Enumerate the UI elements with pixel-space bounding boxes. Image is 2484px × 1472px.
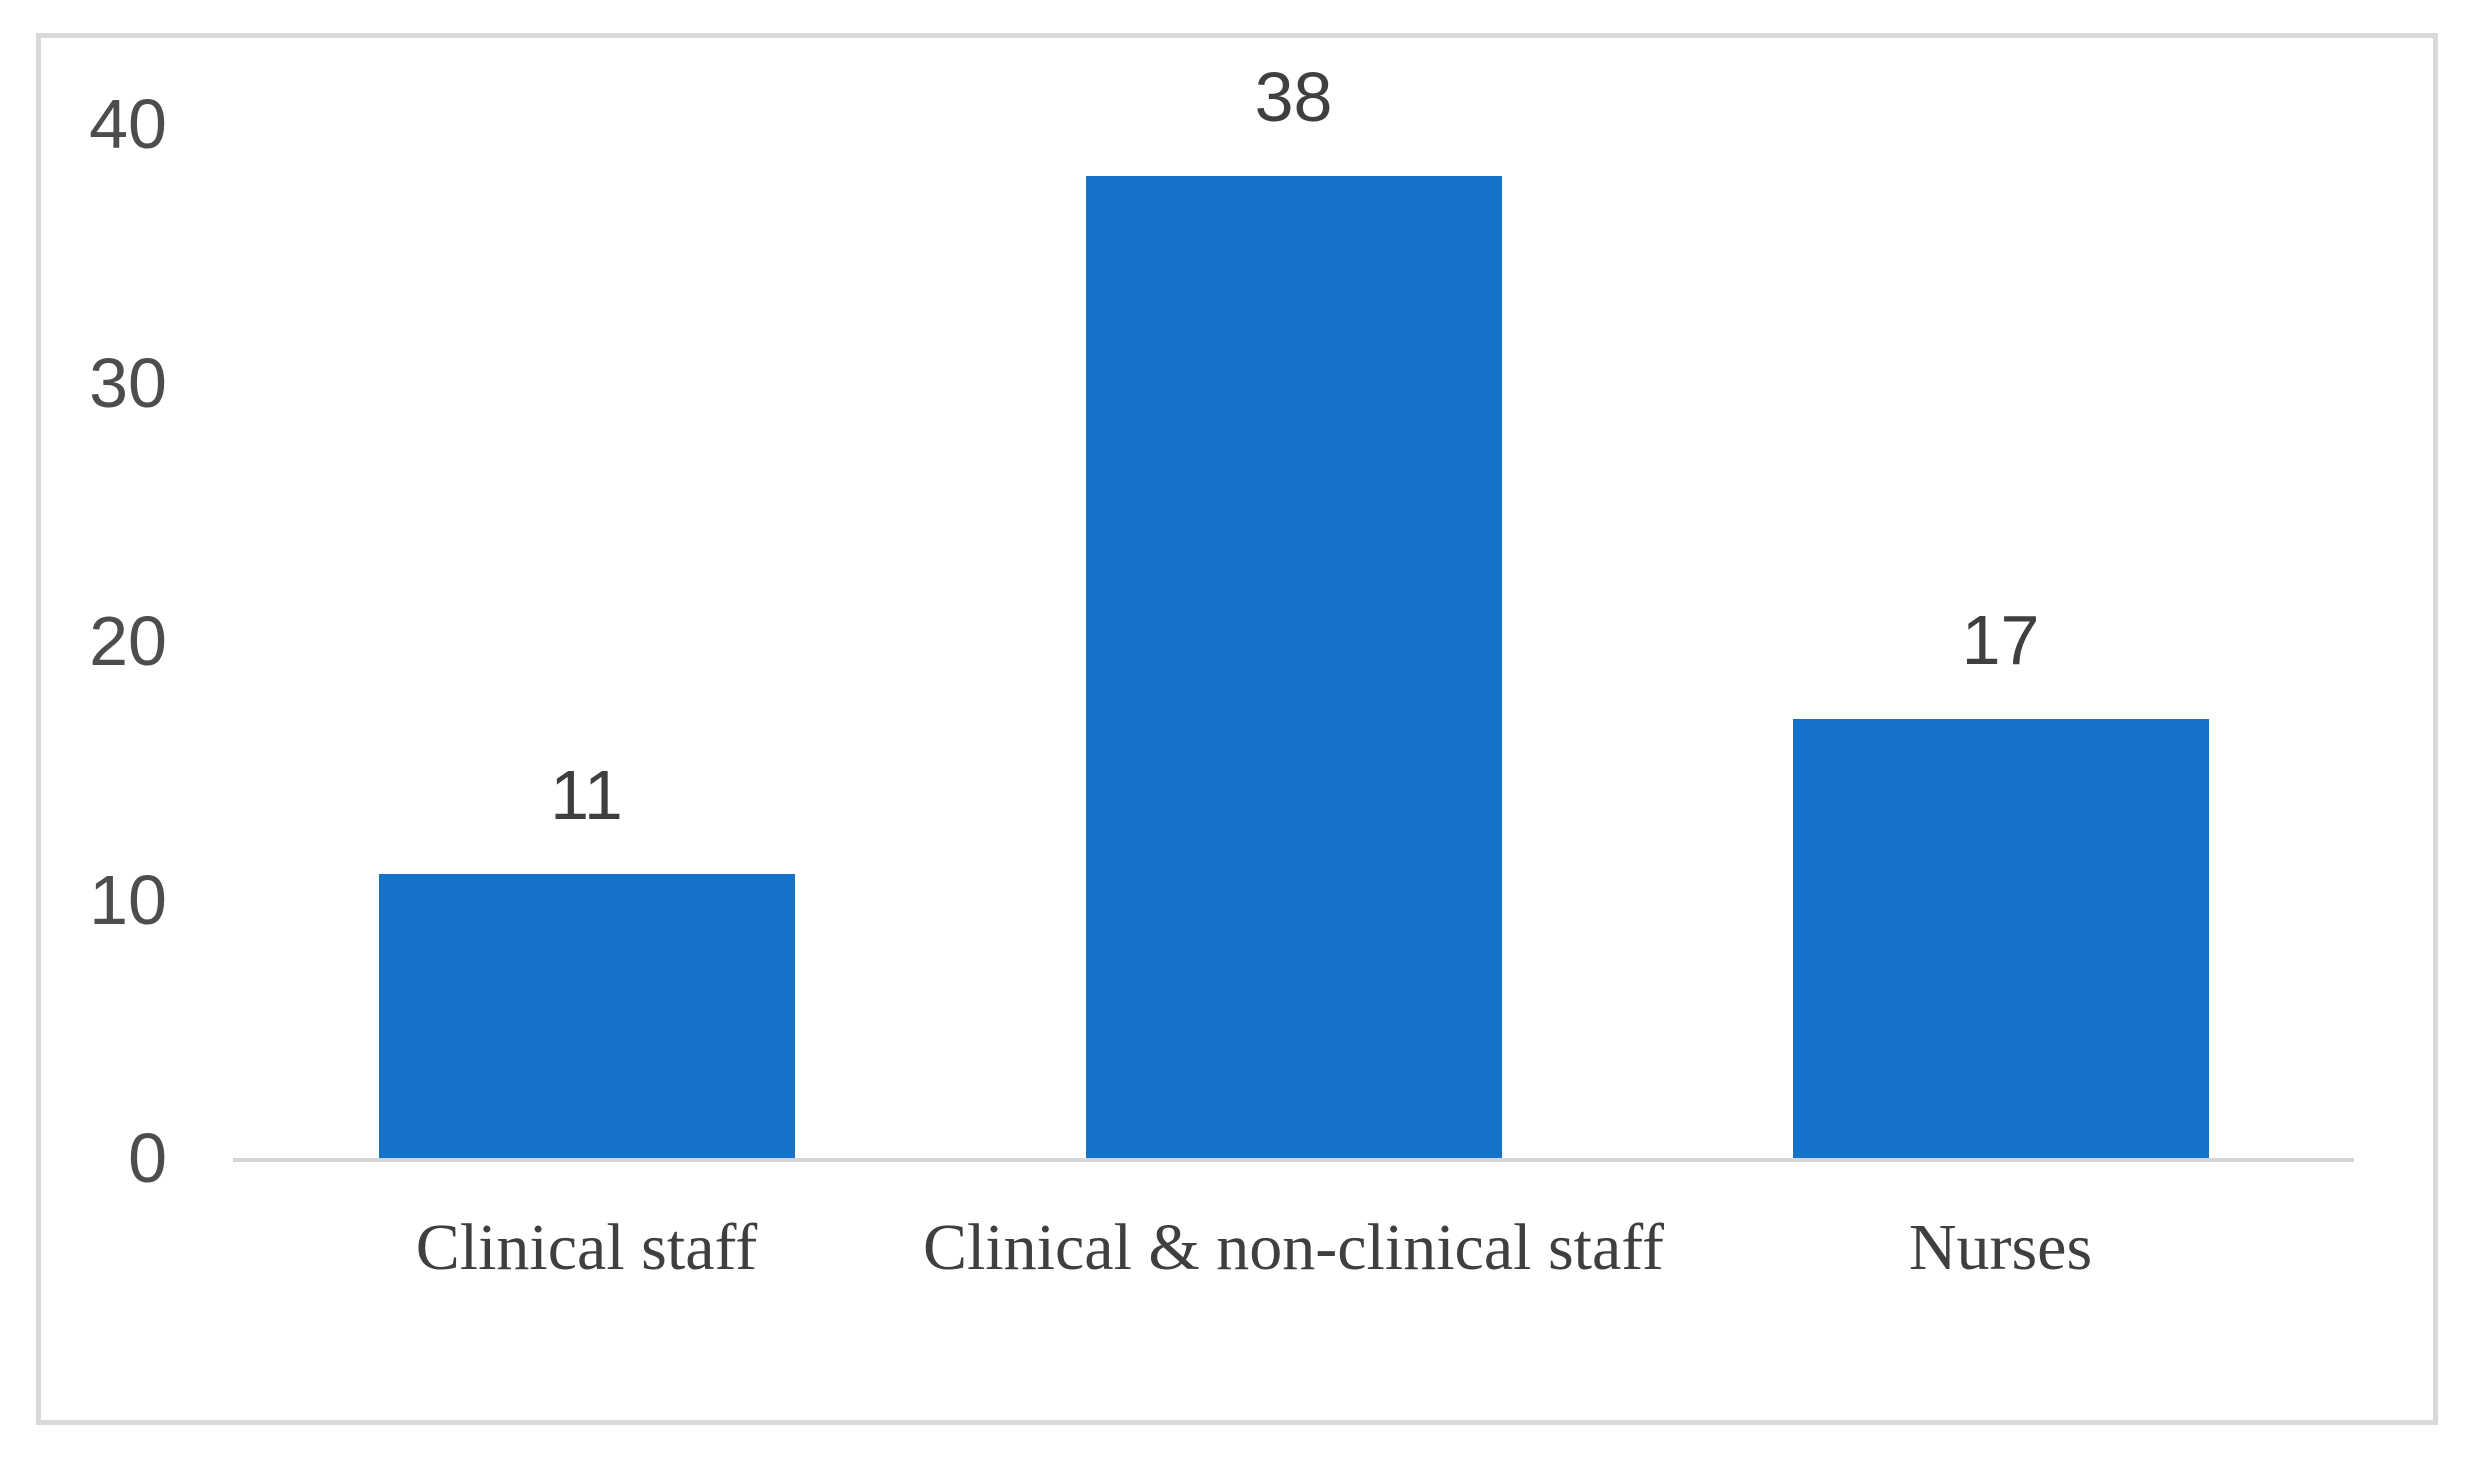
y-axis-tick-label: 10 — [89, 860, 167, 939]
category-label: Clinical staff — [415, 1211, 758, 1284]
bar — [378, 873, 795, 1158]
bar — [1085, 175, 1502, 1158]
chart-frame: 0 10 20 30 40 11 Clinical staff 38 Clinical & no… — [36, 33, 2438, 1425]
category-label: Clinical & non-clinical staff — [922, 1211, 1665, 1284]
bar-value-label: 38 — [1254, 57, 1333, 136]
bar — [1792, 718, 2209, 1158]
x-axis-line — [233, 1158, 2354, 1162]
bar-value-label: 11 — [550, 755, 623, 834]
y-axis-tick-label: 30 — [89, 343, 167, 422]
y-axis-tick-label: 0 — [128, 1119, 167, 1197]
y-axis-tick-label: 40 — [89, 85, 167, 163]
y-axis-tick-label: 20 — [89, 602, 167, 680]
bar-value-label: 17 — [1961, 600, 2040, 679]
category-label: Nurses — [1908, 1211, 2093, 1284]
plot-area: 0 10 20 30 40 11 Clinical staff 38 Clinical & no… — [41, 38, 2433, 1420]
